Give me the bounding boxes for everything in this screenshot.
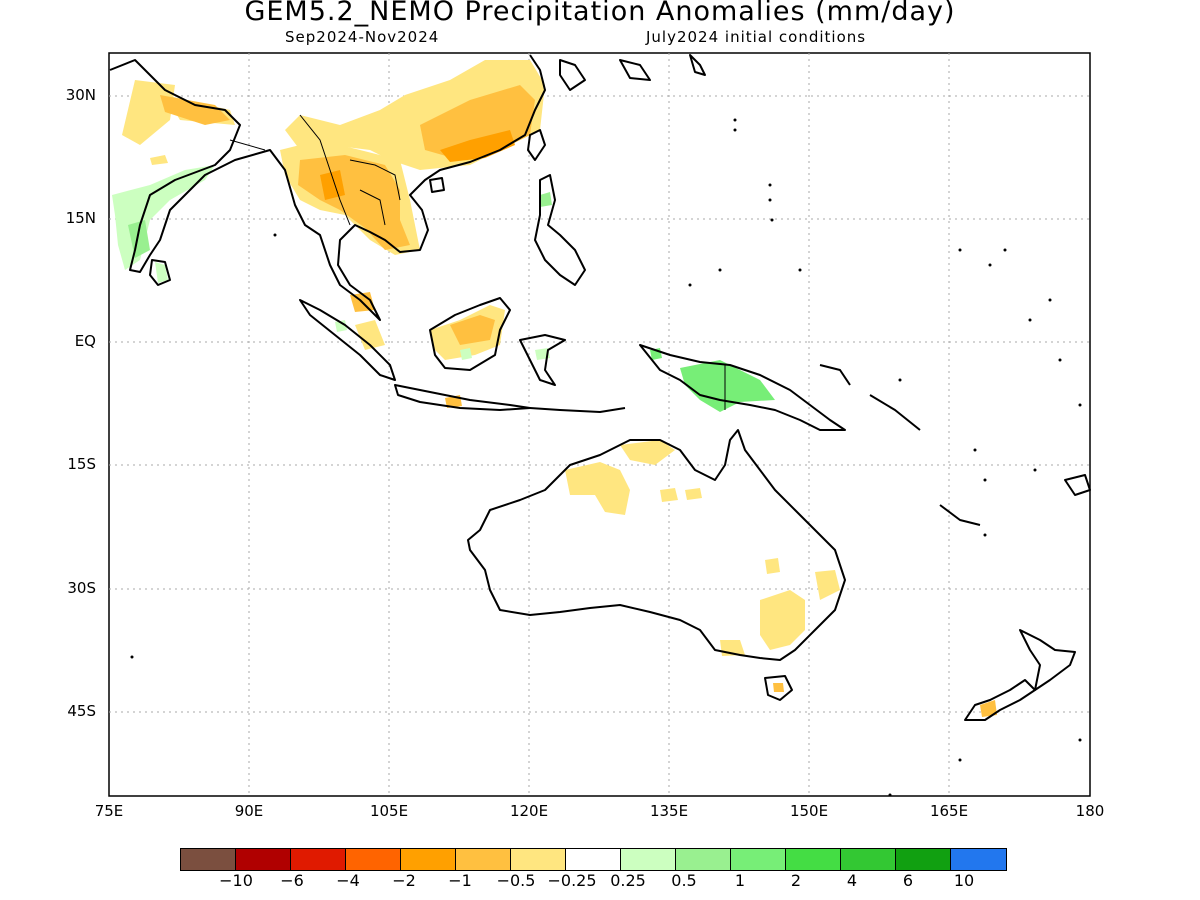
- color-legend: [180, 848, 1007, 871]
- lat-label: 15N: [65, 209, 96, 227]
- plot-frame: [108, 52, 1091, 797]
- legend-swatch: [896, 849, 951, 870]
- legend-label: −6: [280, 871, 304, 890]
- lon-label: 75E: [94, 802, 124, 820]
- legend-swatch: [676, 849, 731, 870]
- lon-label: 135E: [649, 802, 689, 820]
- legend-label: 10: [953, 871, 975, 890]
- lat-label: 30N: [65, 86, 96, 104]
- lat-label: 30S: [67, 579, 96, 597]
- small-islands: [130, 118, 1082, 797]
- init-label: July2024 initial conditions: [646, 28, 867, 46]
- legend-swatch: [346, 849, 401, 870]
- lon-label: 180: [1075, 802, 1105, 820]
- legend-label: −10: [219, 871, 253, 890]
- lat-label: EQ: [74, 332, 96, 350]
- legend-swatch: [236, 849, 291, 870]
- legend-swatch: [511, 849, 566, 870]
- legend-label: 2: [790, 871, 802, 890]
- lon-label: 150E: [789, 802, 829, 820]
- legend-swatch: [841, 849, 896, 870]
- lat-label: 15S: [67, 455, 96, 473]
- legend-swatch: [621, 849, 676, 870]
- period-label: Sep2024-Nov2024: [285, 28, 440, 46]
- country-borders: [229, 114, 726, 410]
- legend-label: 4: [846, 871, 858, 890]
- legend-swatch: [181, 849, 236, 870]
- lon-label: 165E: [929, 802, 969, 820]
- map-title: GEM5.2_NEMO Precipitation Anomalies (mm/…: [244, 0, 956, 27]
- legend-swatch: [456, 849, 511, 870]
- legend-label: 1: [734, 871, 746, 890]
- coastlines: [109, 54, 1091, 721]
- lon-label: 90E: [234, 802, 264, 820]
- legend-swatch: [291, 849, 346, 870]
- legend-swatch: [951, 849, 1006, 870]
- graticule: [109, 53, 1090, 796]
- legend-label: 6: [902, 871, 914, 890]
- legend-label: −4: [336, 871, 360, 890]
- legend-swatch: [731, 849, 786, 870]
- legend-label: −1: [448, 871, 472, 890]
- legend-label: −2: [392, 871, 416, 890]
- lon-label: 120E: [509, 802, 549, 820]
- legend-swatch: [401, 849, 456, 870]
- legend-label: −0.25: [547, 871, 597, 890]
- lat-label: 45S: [67, 702, 96, 720]
- legend-label: 0.5: [671, 871, 697, 890]
- lon-label: 105E: [369, 802, 409, 820]
- legend-swatch: [566, 849, 621, 870]
- legend-label: −0.5: [496, 871, 536, 890]
- legend-swatch: [786, 849, 841, 870]
- legend-label: 0.25: [610, 871, 646, 890]
- anomaly-fills: [112, 60, 997, 717]
